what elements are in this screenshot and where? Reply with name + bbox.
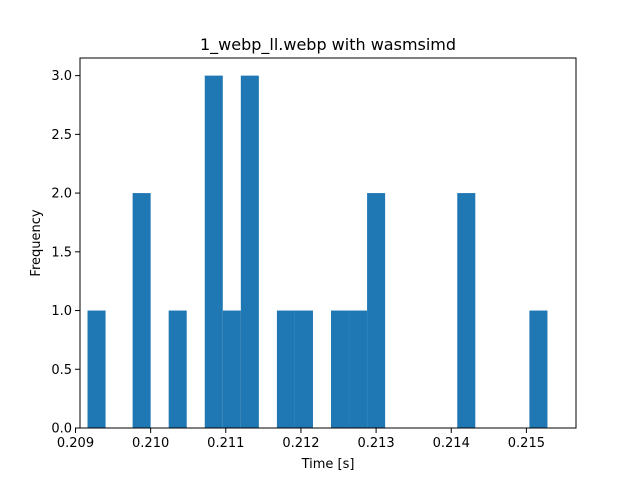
y-tick-label-3: 1.5	[51, 245, 72, 260]
histogram-bar-0	[87, 310, 106, 428]
y-axis-ticks: 0.0 0.5 1.0 1.5 2.0 2.5 3.0	[51, 69, 80, 437]
x-tick-label-1: 0.210	[132, 436, 169, 451]
histogram-bar-7	[276, 310, 295, 428]
x-tick-label-6: 0.215	[508, 436, 545, 451]
y-tick-label-5: 2.5	[51, 128, 72, 143]
x-axis-ticks: 0.209 0.210 0.211 0.212 0.213 0.214 0.215	[57, 428, 545, 451]
histogram-bar-5	[222, 310, 241, 428]
histogram-bar-11	[367, 193, 386, 428]
histogram-bar-10	[349, 310, 368, 428]
x-axis-label: Time [s]	[301, 457, 355, 472]
x-tick-label-0: 0.209	[57, 436, 94, 451]
x-tick-label-3: 0.212	[282, 436, 319, 451]
y-tick-label-0: 0.0	[51, 422, 72, 437]
histogram-bar-4	[204, 75, 223, 429]
y-tick-label-1: 0.5	[51, 363, 72, 378]
histogram-bar-13	[529, 310, 548, 428]
x-tick-label-4: 0.213	[357, 436, 394, 451]
y-axis-label: Frequency	[29, 209, 44, 276]
histogram-bar-3	[168, 310, 187, 428]
histogram-bar-6	[240, 75, 259, 429]
bars-group	[87, 75, 548, 429]
x-tick-label-5: 0.214	[433, 436, 470, 451]
plot-frame	[79, 57, 577, 429]
histogram-bar-2	[132, 193, 151, 428]
histogram-bar-12	[457, 193, 476, 428]
histogram-bar-9	[331, 310, 350, 428]
histogram-bar-8	[294, 310, 313, 428]
y-tick-label-2: 1.0	[51, 304, 72, 319]
x-tick-label-2: 0.211	[207, 436, 244, 451]
y-tick-label-4: 2.0	[51, 187, 72, 202]
chart-title: 1_webp_ll.webp with wasmsimd	[200, 35, 456, 55]
y-tick-label-6: 3.0	[51, 69, 72, 84]
